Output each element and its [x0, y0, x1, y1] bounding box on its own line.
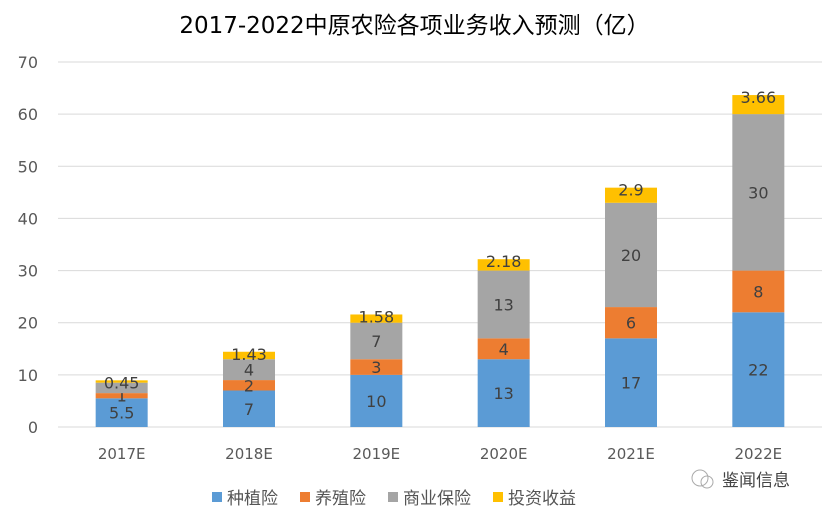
- data-label: 0.45: [104, 373, 140, 392]
- y-tick-label: 40: [18, 209, 38, 228]
- legend-label: 养殖险: [315, 489, 366, 509]
- x-tick-label: 2020E: [480, 445, 528, 463]
- data-label: 3.66: [741, 88, 777, 107]
- bar-segment: [732, 312, 785, 427]
- bar-segment: [605, 338, 657, 427]
- bar-segment: [605, 187, 657, 203]
- bar-segment: [477, 270, 530, 339]
- bar-segment: [95, 380, 148, 383]
- data-label: 2: [244, 376, 254, 395]
- x-tick-label: 2021E: [607, 445, 655, 463]
- bar-segment: [223, 390, 275, 427]
- data-label: 7: [244, 400, 254, 419]
- bar-segment: [350, 359, 403, 375]
- watermark-text: 鉴闻信息: [722, 471, 790, 491]
- data-label: 8: [753, 282, 763, 301]
- data-label: 3: [371, 358, 381, 377]
- data-label: 2.18: [486, 252, 522, 271]
- y-tick-label: 0: [28, 418, 38, 437]
- bar-segment: [732, 95, 785, 115]
- legend-label: 种植险: [227, 489, 278, 509]
- watermark: 鉴闻信息: [690, 466, 790, 491]
- data-label: 6: [626, 314, 636, 333]
- x-tick-label: 2019E: [353, 445, 401, 463]
- data-label: 7: [371, 332, 381, 351]
- bar-segment: [95, 398, 148, 427]
- bar-segment: [477, 338, 530, 360]
- y-tick-label: 30: [18, 262, 38, 281]
- data-label: 1.58: [359, 307, 395, 326]
- data-label: 1.43: [231, 345, 267, 364]
- data-label: 10: [366, 392, 386, 411]
- data-label: 13: [493, 384, 513, 403]
- data-label: 4: [499, 340, 509, 359]
- legend-item: 投资收益: [493, 484, 576, 509]
- bar-segment: [477, 359, 530, 427]
- x-tick-label: 2018E: [225, 445, 273, 463]
- bar-segment: [95, 382, 148, 394]
- y-tick-label: 20: [18, 314, 38, 333]
- data-label: 17: [621, 374, 641, 393]
- bar-segment: [223, 351, 275, 360]
- legend-label: 投资收益: [508, 489, 576, 509]
- x-tick-label: 2022E: [735, 445, 783, 463]
- bar-segment: [477, 259, 530, 271]
- bar-segment: [350, 314, 403, 323]
- bar-segment: [350, 374, 403, 427]
- data-label: 13: [493, 295, 513, 314]
- data-label: 22: [748, 361, 768, 380]
- bar-segment: [732, 270, 785, 313]
- data-label: 4: [244, 361, 254, 380]
- y-tick-label: 50: [18, 157, 38, 176]
- legend-item: 商业保险: [388, 484, 471, 509]
- wechat-icon: [691, 469, 714, 488]
- bar-segment: [223, 359, 275, 381]
- y-tick-label: 60: [18, 105, 38, 124]
- chart-title: 2017-2022中原农险各项业务收入预测（亿）: [179, 13, 650, 39]
- bar-segment: [605, 307, 657, 339]
- y-tick-label: 70: [18, 53, 38, 72]
- legend: 种植险 养殖险 商业保险 投资收益: [212, 484, 576, 509]
- bar-segment: [223, 380, 275, 391]
- bar-segment: [605, 202, 657, 308]
- bar-segment: [350, 322, 403, 360]
- bar-segment: [95, 393, 148, 399]
- x-tick-label: 2017E: [98, 445, 146, 463]
- data-label: 1: [117, 387, 127, 406]
- legend-item: 种植险: [212, 484, 278, 509]
- legend-label: 商业保险: [403, 489, 471, 509]
- y-tick-label: 10: [18, 366, 38, 385]
- legend-item: 养殖险: [300, 484, 366, 509]
- data-label: 20: [621, 246, 641, 265]
- data-label: 5.5: [109, 404, 134, 423]
- data-label: 2.9: [618, 181, 643, 200]
- bar-segment: [732, 114, 785, 271]
- data-label: 30: [748, 183, 768, 202]
